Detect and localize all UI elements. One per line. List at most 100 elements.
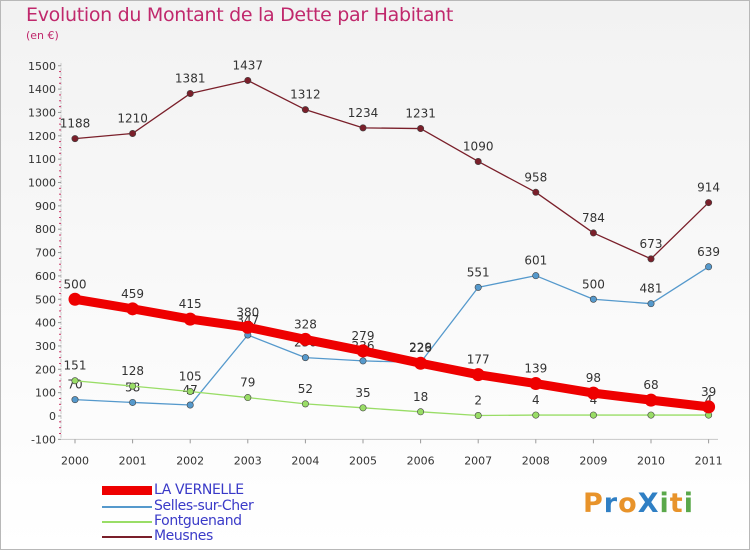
- data-point-meusnes: [359, 124, 367, 132]
- logo-letter: P: [583, 488, 604, 519]
- y-tick-label: 600: [35, 270, 56, 283]
- data-label-meusnes: 1210: [117, 111, 148, 125]
- data-label-la-vernelle: 226: [409, 341, 432, 355]
- data-point-la-vernelle: [471, 368, 485, 382]
- x-tick-label: 2011: [695, 454, 723, 467]
- x-tick-label: 2006: [407, 454, 435, 467]
- x-tick-label: 2001: [119, 454, 147, 467]
- x-tick-label: 2005: [349, 454, 377, 467]
- legend-swatch-fontguenand: [102, 521, 152, 523]
- data-point-selles-sur-cher: [474, 283, 482, 291]
- data-point-selles-sur-cher: [647, 300, 655, 308]
- data-label-la-vernelle: 177: [467, 353, 490, 367]
- data-point-fontguenand: [71, 377, 79, 385]
- data-label-fontguenand: 4: [532, 393, 540, 407]
- x-tick-label: 2002: [176, 454, 204, 467]
- logo-letter: r: [603, 488, 619, 519]
- x-tick-label: 2009: [579, 454, 607, 467]
- data-point-meusnes: [129, 129, 137, 137]
- data-label-selles-sur-cher: 551: [467, 265, 490, 279]
- series-line-fontguenand: [74, 380, 710, 417]
- data-label-meusnes: 784: [582, 211, 605, 225]
- data-label-fontguenand: 52: [298, 382, 313, 396]
- data-point-meusnes: [301, 106, 309, 114]
- chart-title: Evolution du Montant de la Dette par Hab…: [26, 4, 454, 26]
- data-label-meusnes: 1234: [348, 106, 379, 120]
- data-label-meusnes: 1231: [405, 107, 436, 121]
- data-label-meusnes: 1312: [290, 88, 321, 102]
- data-label-selles-sur-cher: 601: [524, 254, 547, 268]
- data-point-la-vernelle: [183, 312, 197, 326]
- y-tick-label: 1200: [28, 130, 56, 143]
- series-line-la-vernelle: [70, 294, 714, 412]
- logo-letter: i: [683, 488, 694, 519]
- data-label-selles-sur-cher: 639: [697, 245, 720, 259]
- data-label-meusnes: 914: [697, 181, 720, 195]
- proxiti-logo: ProXiti: [583, 488, 694, 519]
- data-point-fontguenand: [647, 411, 655, 419]
- data-label-la-vernelle: 328: [294, 317, 317, 331]
- legend-label-meusnes: Meusnes: [154, 528, 213, 544]
- data-label-meusnes: 1090: [463, 139, 494, 153]
- x-tick-label: 2000: [61, 454, 89, 467]
- data-label-la-vernelle: 380: [236, 305, 259, 319]
- data-label-fontguenand: 105: [179, 369, 202, 383]
- y-tick-label: 1100: [28, 153, 56, 166]
- data-label-fontguenand: 4: [705, 393, 713, 407]
- data-point-la-vernelle: [414, 356, 428, 370]
- data-point-la-vernelle: [241, 320, 255, 334]
- x-tick-label: 2004: [291, 454, 319, 467]
- data-point-selles-sur-cher: [359, 357, 367, 365]
- y-tick-label: 200: [35, 363, 56, 376]
- data-point-la-vernelle: [68, 292, 82, 306]
- y-tick-label: 400: [35, 317, 56, 330]
- data-label-la-vernelle: 68: [643, 378, 658, 392]
- data-point-fontguenand: [244, 394, 252, 402]
- series-line-meusnes: [74, 79, 710, 260]
- y-tick-label: 1300: [28, 106, 56, 119]
- series-line-selles-sur-cher: [74, 266, 710, 406]
- data-point-la-vernelle: [702, 400, 716, 414]
- y-tick-label: 500: [35, 293, 56, 306]
- logo-letter: t: [669, 488, 684, 519]
- y-tick-label: 700: [35, 247, 56, 260]
- y-tick-label: 0: [49, 410, 56, 423]
- data-point-fontguenand: [129, 382, 137, 390]
- legend-label-selles-sur-cher: Selles-sur-Cher: [154, 498, 254, 514]
- data-point-meusnes: [705, 199, 713, 207]
- data-point-selles-sur-cher: [71, 396, 79, 404]
- y-tick-label: 800: [35, 223, 56, 236]
- data-point-meusnes: [186, 90, 194, 98]
- data-point-meusnes: [647, 255, 655, 263]
- data-point-fontguenand: [417, 408, 425, 416]
- x-tick-label: 2003: [234, 454, 262, 467]
- logo-letter: i: [659, 488, 670, 519]
- data-point-selles-sur-cher: [301, 354, 309, 362]
- data-label-la-vernelle: 139: [524, 362, 547, 376]
- data-point-meusnes: [589, 229, 597, 237]
- data-label-la-vernelle: 279: [352, 329, 375, 343]
- data-label-fontguenand: 79: [240, 376, 255, 390]
- data-label-la-vernelle: 500: [64, 277, 87, 291]
- y-tick-label: 900: [35, 200, 56, 213]
- logo-letter: X: [637, 488, 660, 519]
- y-tick-label: 1000: [28, 177, 56, 190]
- y-tick-label: 1400: [28, 83, 56, 96]
- data-label-meusnes: 1381: [175, 72, 206, 86]
- data-point-meusnes: [474, 157, 482, 165]
- data-label-meusnes: 958: [524, 170, 547, 184]
- data-point-la-vernelle: [126, 302, 140, 316]
- data-point-la-vernelle: [586, 386, 600, 400]
- data-point-la-vernelle: [298, 332, 312, 346]
- legend-swatch-selles-sur-cher: [102, 506, 152, 508]
- data-point-selles-sur-cher: [532, 272, 540, 280]
- legend-label-la-vernelle: LA VERNELLE: [154, 482, 244, 498]
- data-label-fontguenand: 35: [355, 386, 370, 400]
- data-label-la-vernelle: 98: [586, 371, 601, 385]
- data-point-meusnes: [417, 125, 425, 133]
- data-label-la-vernelle: 415: [179, 297, 202, 311]
- data-label-meusnes: 1437: [233, 58, 264, 72]
- data-point-fontguenand: [359, 404, 367, 412]
